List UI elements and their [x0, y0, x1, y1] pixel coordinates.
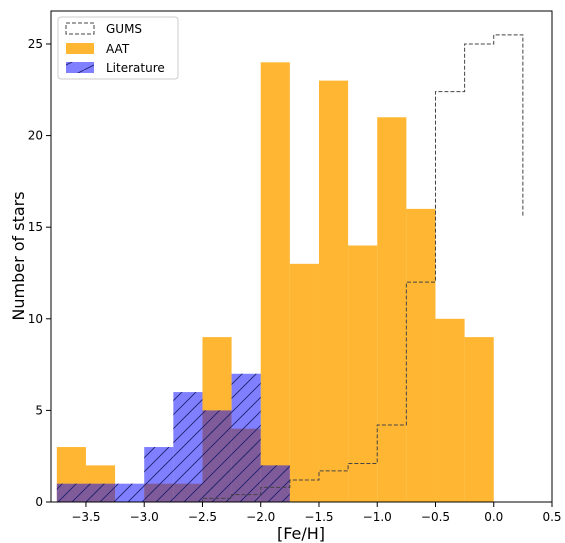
- legend-label-gums: GUMS: [106, 22, 142, 36]
- legend-label-literature: Literature: [106, 61, 165, 75]
- y-tick-label: 5: [35, 403, 43, 417]
- literature-bar-hatch: [115, 483, 145, 502]
- x-axis-label: [Fe/H]: [277, 524, 325, 543]
- literature-histogram-bars: [56, 373, 290, 502]
- aat-bar: [406, 208, 436, 503]
- x-axis-ticks: −3.5 −3.0 −2.5 −2.0 −1.5 −1.0 −0.5 0.0 0.5: [71, 502, 562, 524]
- aat-bar: [348, 245, 378, 503]
- literature-bar-hatch: [231, 373, 261, 502]
- x-tick-label: −3.0: [130, 510, 159, 524]
- x-tick-label: −1.0: [363, 510, 392, 524]
- y-axis-ticks: 0 5 10 15 20 25: [28, 37, 51, 509]
- y-tick-label: 25: [28, 37, 43, 51]
- literature-bar-hatch: [202, 410, 232, 502]
- literature-bar-hatch: [144, 447, 174, 502]
- aat-bar: [377, 117, 407, 502]
- literature-bar-hatch: [173, 392, 203, 502]
- literature-bar-hatch: [260, 465, 290, 502]
- x-tick-label: −2.5: [188, 510, 217, 524]
- legend: GUMS AAT Literature: [57, 16, 179, 80]
- aat-bar: [318, 80, 349, 503]
- legend-swatch-literature-hatch: [66, 62, 94, 73]
- legend-swatch-gums: [65, 22, 95, 35]
- x-tick-label: −0.5: [421, 510, 450, 524]
- x-tick-label: −2.0: [246, 510, 275, 524]
- x-tick-label: −3.5: [71, 510, 100, 524]
- y-tick-label: 0: [35, 495, 43, 509]
- plot-frame: [50, 10, 553, 503]
- y-tick-label: 20: [28, 129, 43, 143]
- y-axis-label: Number of stars: [9, 191, 28, 320]
- literature-bar-hatch: [85, 483, 116, 502]
- aat-bar: [289, 263, 319, 502]
- x-tick-label: −1.5: [304, 510, 333, 524]
- y-tick-label: 15: [28, 220, 43, 234]
- x-tick-label: 0.5: [542, 510, 561, 524]
- legend-label-aat: AAT: [106, 42, 130, 56]
- aat-bar: [260, 62, 290, 502]
- legend-swatch-aat: [66, 43, 94, 54]
- x-tick-label: 0.0: [484, 510, 503, 524]
- literature-bar-hatch: [56, 483, 86, 502]
- y-tick-label: 10: [28, 312, 43, 326]
- aat-bar: [435, 318, 465, 502]
- aat-bar: [464, 337, 494, 502]
